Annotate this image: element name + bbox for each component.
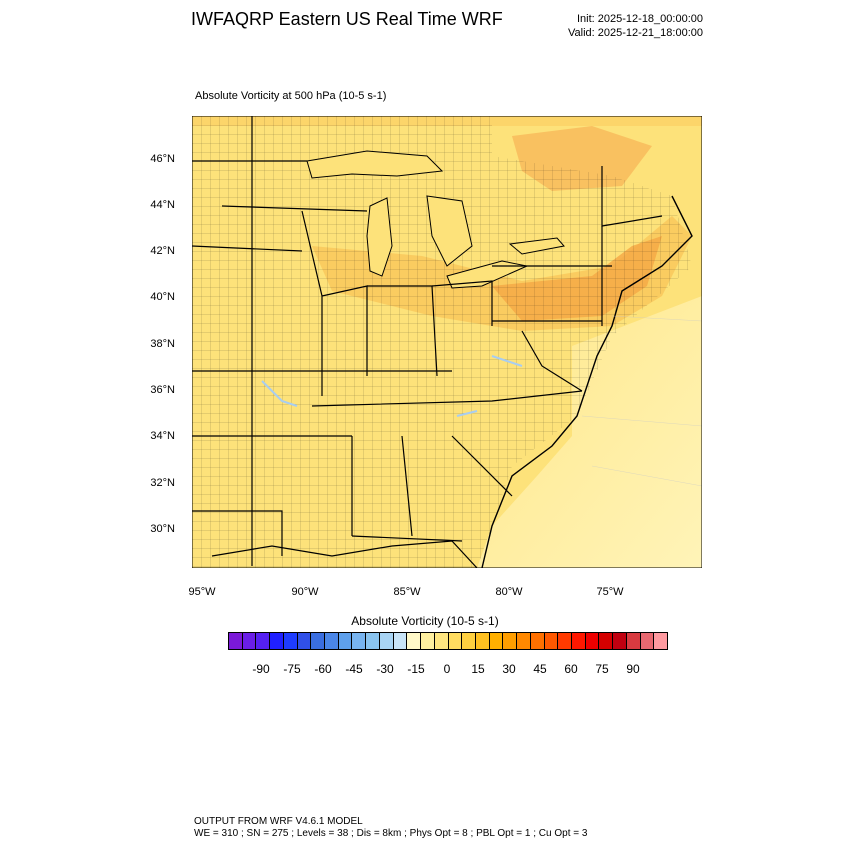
colorbar-label: 15 — [471, 662, 485, 676]
colorbar-swatch — [242, 633, 257, 649]
colorbar-label: -60 — [314, 662, 332, 676]
lat-label-46: 46°N — [150, 153, 175, 165]
colorbar-label: 0 — [443, 662, 451, 676]
colorbar-swatch — [489, 633, 504, 649]
reservoir-3 — [491, 355, 523, 367]
reservoir — [261, 380, 298, 407]
footer-config: WE = 310 ; SN = 275 ; Levels = 38 ; Dis … — [194, 828, 588, 839]
lake-michigan — [366, 197, 393, 277]
lake-huron — [426, 195, 473, 267]
gulf-coast — [211, 540, 478, 569]
lat-label-38: 38°N — [150, 338, 175, 350]
map-panel — [191, 115, 703, 569]
colorbar-swatch — [270, 633, 284, 649]
vorticity-map — [191, 115, 703, 569]
state-borders — [191, 116, 663, 566]
colorbar-label: 45 — [533, 662, 547, 676]
colorbar-swatch — [325, 633, 339, 649]
lake-erie — [446, 260, 529, 289]
colorbar-swatch — [338, 633, 353, 649]
colorbar-swatch — [503, 633, 518, 649]
valid-time: Valid: 2025-12-21_18:00:00 — [568, 27, 703, 39]
lon-label-80: 80°W — [495, 586, 523, 598]
colorbar-swatch — [448, 633, 463, 649]
colorbar-swatch — [613, 633, 627, 649]
colorbar-label: -75 — [283, 662, 301, 676]
colorbar — [228, 632, 668, 650]
colorbar-label: -45 — [345, 662, 363, 676]
lake-superior — [306, 150, 444, 179]
colorbar-swatch — [571, 633, 586, 649]
colorbar-label: 75 — [595, 662, 609, 676]
lat-label-34: 34°N — [150, 430, 175, 442]
ocean-field — [477, 296, 702, 568]
colorbar-swatch — [462, 633, 476, 649]
graticule — [581, 315, 703, 487]
lon-label-75: 75°W — [596, 586, 624, 598]
colorbar-label: 30 — [502, 662, 516, 676]
colorbar-swatch — [640, 633, 655, 649]
init-time: Init: 2025-12-18_00:00:00 — [577, 13, 703, 25]
colorbar-swatch — [229, 633, 243, 649]
lat-label-42: 42°N — [150, 245, 175, 257]
county-lines — [192, 116, 692, 568]
footer-model: OUTPUT FROM WRF V4.6.1 MODEL — [194, 816, 363, 827]
lat-label-30: 30°N — [150, 523, 175, 535]
reservoir-2 — [456, 410, 478, 417]
lat-label-44: 44°N — [150, 199, 175, 211]
colorbar-swatch — [297, 633, 312, 649]
colorbar-label: 60 — [564, 662, 578, 676]
colorbar-label: -90 — [252, 662, 270, 676]
plot-title: IWFAQRP Eastern US Real Time WRF — [191, 9, 503, 29]
field-title: Absolute Vorticity at 500 hPa (10-5 s-1) — [195, 90, 387, 102]
colorbar-label: 90 — [626, 662, 640, 676]
colorbar-swatch — [599, 633, 614, 649]
colorbar-label: -15 — [407, 662, 425, 676]
colorbar-swatch — [434, 633, 449, 649]
colorbar-swatch — [517, 633, 531, 649]
colorbar-swatch — [626, 633, 641, 649]
colorbar-swatch — [530, 633, 545, 649]
colorbar-swatch — [654, 633, 667, 649]
lon-label-85: 85°W — [393, 586, 421, 598]
lat-label-36: 36°N — [150, 384, 175, 396]
coastline — [481, 195, 693, 569]
colorbar-swatch — [421, 633, 435, 649]
colorbar-swatch — [558, 633, 572, 649]
lat-label-40: 40°N — [150, 291, 175, 303]
colorbar-swatch — [475, 633, 490, 649]
colorbar-swatch — [352, 633, 367, 649]
colorbar-swatch — [256, 633, 271, 649]
lon-label-95: 95°W — [188, 586, 216, 598]
colorbar-swatch — [366, 633, 380, 649]
colorbar-swatch — [585, 633, 600, 649]
colorbar-label: -30 — [376, 662, 394, 676]
colorbar-swatch — [544, 633, 559, 649]
colorbar-swatch — [407, 633, 422, 649]
lat-label-32: 32°N — [150, 477, 175, 489]
colorbar-swatch — [379, 633, 394, 649]
colorbar-swatch — [393, 633, 408, 649]
lake-ontario — [508, 237, 565, 255]
colorbar-title: Absolute Vorticity (10-5 s-1) — [351, 614, 499, 628]
colorbar-swatch — [283, 633, 298, 649]
colorbar-swatch — [311, 633, 326, 649]
lon-label-90: 90°W — [291, 586, 319, 598]
